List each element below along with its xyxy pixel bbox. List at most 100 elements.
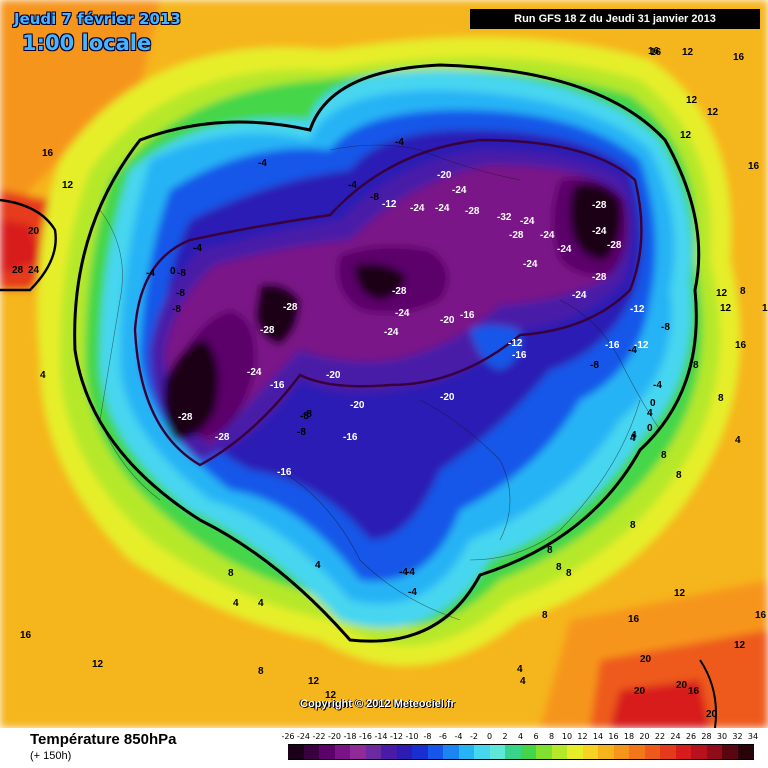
scale-tick: -6: [439, 732, 447, 741]
scale-tick: -20: [327, 732, 342, 741]
isotherm-value-label: -8: [661, 322, 670, 333]
isotherm-value-label: -24: [520, 216, 535, 227]
isotherm-value-label: -28: [178, 412, 193, 423]
isotherm-value-label: 12: [325, 690, 337, 701]
isotherm-value-label: -4: [146, 268, 155, 279]
scale-swatch: [660, 744, 676, 760]
temperature-field: [0, 0, 768, 728]
isotherm-lines: [0, 63, 717, 728]
scale-swatch: [567, 744, 583, 760]
scale-tick: -24: [296, 732, 311, 741]
scale-tick: -4: [454, 732, 463, 741]
isotherm-value-label: -4: [193, 243, 202, 254]
isotherm-value-label: 4: [315, 560, 321, 571]
isotherm-value-label: 16: [20, 630, 32, 641]
isotherm-value-label: 12: [716, 288, 728, 299]
scale-tick: 14: [592, 732, 604, 741]
scale-swatch: [598, 744, 614, 760]
isotherm-value-label: -20: [326, 370, 341, 381]
scale-swatch: [691, 744, 707, 760]
scale-tick: -16: [358, 732, 373, 741]
isotherm-value-label: -24: [592, 226, 607, 237]
isotherm-value-label: 16: [628, 614, 640, 625]
isotherm-value-label: -16: [277, 467, 292, 478]
coastlines: [99, 144, 661, 621]
isotherm-value-label: -32: [497, 212, 512, 223]
isotherm-value-label: 16: [688, 686, 700, 697]
scale-tick: -12: [389, 732, 404, 741]
scale-swatch: [644, 744, 661, 760]
isotherm-value-label: 4: [233, 598, 239, 609]
isotherm-value-label: 16: [648, 46, 660, 57]
scale-tick: 18: [623, 732, 635, 741]
scale-tick: 0: [486, 732, 493, 741]
isotherm-value-label: 28: [12, 265, 24, 276]
isotherm-value-label: 12: [707, 107, 719, 118]
isotherm-value-label: -24: [540, 230, 555, 241]
isotherm-value-label: 8: [740, 286, 746, 297]
copyright: Copyright © 2012 Meteociel.fr: [300, 698, 455, 710]
isotherm-value-label: 20: [634, 686, 646, 697]
isotherm-value-label: -8: [297, 427, 306, 438]
isotherm-value-label: 8: [630, 520, 636, 531]
scale-swatch: [613, 744, 630, 760]
isotherm-value-label: -20: [350, 400, 365, 411]
isotherm-value-label: 0: [647, 423, 653, 434]
isotherm-value-label: -16: [460, 310, 475, 321]
scale-swatch: [737, 744, 754, 760]
scale-swatch: [489, 744, 506, 760]
isotherm-value-label: -28: [260, 325, 275, 336]
isotherm-value-label: -28: [607, 240, 622, 251]
isotherm-value-label: -8: [172, 304, 181, 315]
isotherm-value-label: 8: [718, 393, 724, 404]
scale-swatch: [381, 744, 397, 760]
isotherm-value-label: -4: [406, 567, 415, 578]
isotherm-value-label: 4: [520, 676, 526, 687]
scale-tick: 28: [701, 732, 712, 741]
isotherm-value-label: 0: [650, 398, 656, 409]
isotherm-value-label: -8: [177, 268, 186, 279]
isotherm-value-label: 12: [62, 180, 74, 191]
forecast-date: Jeudi 7 février 2013: [14, 10, 181, 28]
parameter-title: Température 850hPa: [30, 731, 177, 748]
isotherm-value-label: 16: [733, 52, 745, 63]
scale-tick: -26: [281, 732, 295, 741]
isotherm-value-label: -8: [590, 360, 599, 371]
scale-swatch: [396, 744, 413, 760]
isotherm-value-label: 20: [676, 680, 688, 691]
scale-swatch: [675, 744, 692, 760]
isotherm-value-label: -16: [605, 340, 620, 351]
isotherm-value-label: 16: [755, 610, 767, 621]
isotherm-value-label: 8: [542, 610, 548, 621]
scale-tick: 6: [533, 732, 539, 741]
isotherm-value-label: 24: [28, 265, 40, 276]
isotherm-value-label: -28: [592, 200, 607, 211]
scale-swatch: [350, 744, 366, 760]
scale-swatch: [443, 744, 459, 760]
isotherm-value-label: -4: [348, 180, 357, 191]
isotherm-value-label: 8: [258, 666, 264, 677]
scale-tick: -22: [312, 732, 326, 741]
isotherm-value-label: -16: [512, 350, 527, 361]
isotherm-value-label: 8: [661, 450, 667, 461]
isotherm-value-label: -24: [410, 203, 425, 214]
isotherm-value-label: 16: [735, 340, 747, 351]
lead-time: (+ 150h): [30, 750, 72, 762]
scale-swatch: [458, 744, 475, 760]
isotherm-value-label: -8: [370, 192, 379, 203]
isotherm-value-label: 12: [92, 659, 104, 670]
temperature-map[interactable]: Jeudi 7 février 2013 1:00 locale Run GFS…: [0, 0, 768, 728]
isotherm-value-label: 20: [706, 709, 718, 720]
isotherm-value-label: 16: [650, 47, 662, 58]
isotherm-value-label: 20: [640, 654, 652, 665]
isotherm-value-label: -20: [440, 315, 455, 326]
scale-tick: 16: [608, 732, 619, 741]
isotherm-value-label: -24: [523, 259, 538, 270]
isotherm-value-label: 8: [566, 568, 572, 579]
isotherm-value-label: 0: [170, 266, 176, 277]
isotherm-value-label: 8: [693, 360, 699, 371]
scale-tick: 32: [732, 732, 743, 741]
isotherm-value-label: 12: [674, 588, 686, 599]
isotherm-value-label: -20: [440, 392, 455, 403]
scale-swatch: [427, 744, 444, 760]
